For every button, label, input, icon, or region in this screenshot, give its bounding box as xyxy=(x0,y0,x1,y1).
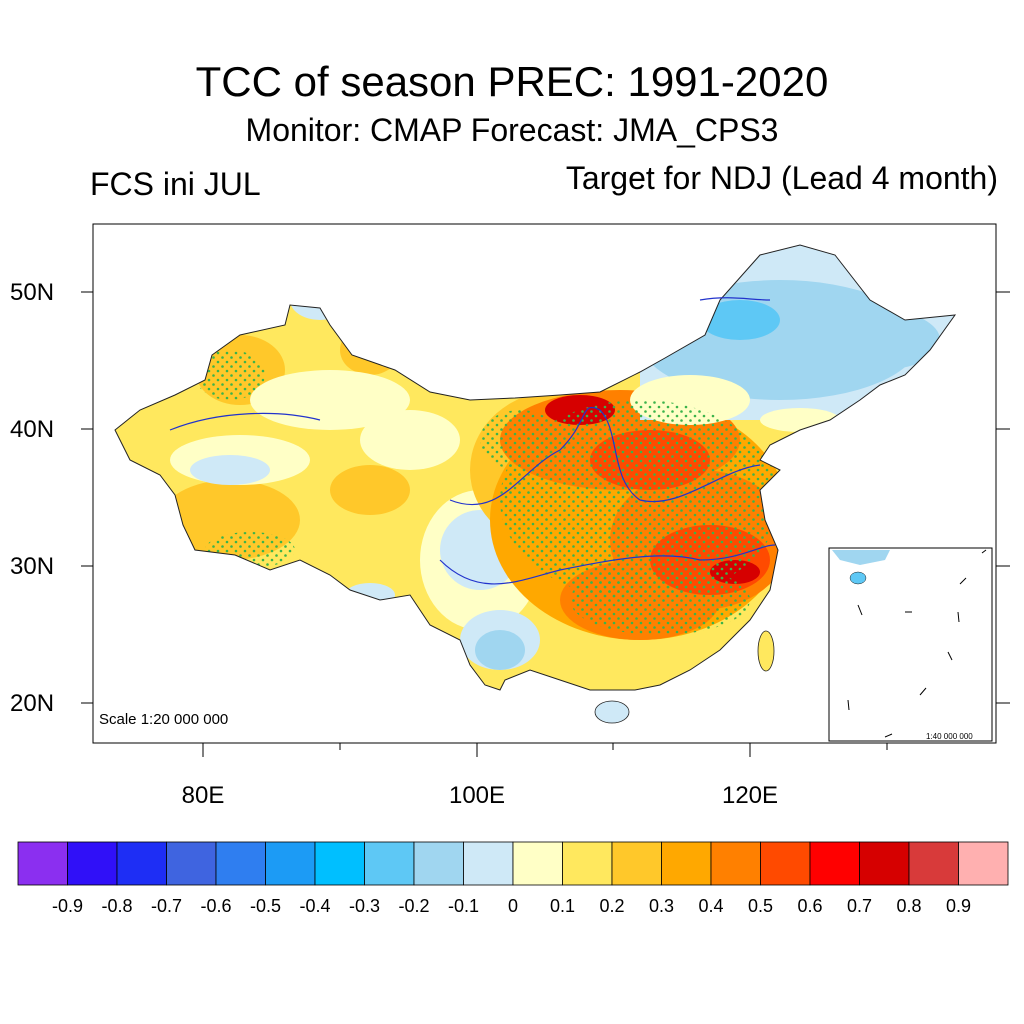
target-label: Target for NDJ (Lead 4 month) xyxy=(565,160,998,196)
colorbar-label: 0.7 xyxy=(846,896,873,916)
taiwan-island xyxy=(757,630,775,672)
colorbar-label: -0.5 xyxy=(249,896,282,916)
colorbar-label: 0.9 xyxy=(945,896,972,916)
colorbar-label: 0 xyxy=(507,896,518,916)
colorbar-swatch xyxy=(512,841,563,886)
colorbar-swatch xyxy=(17,841,68,886)
colorbar-swatch xyxy=(314,841,365,886)
colorbar-label: -0.6 xyxy=(200,896,232,916)
colorbar xyxy=(17,841,1009,886)
colorbar-swatch xyxy=(463,841,514,886)
lat-label: 40N xyxy=(10,416,55,443)
colorbar-swatch xyxy=(661,841,712,886)
colorbar-swatch xyxy=(215,841,266,886)
colorbar-label: 0.5 xyxy=(747,896,774,916)
colorbar-label: -0.3 xyxy=(348,896,381,916)
map-subtitle: Monitor: CMAP Forecast: JMA_CPS3 xyxy=(245,112,779,148)
lat-label: 30N xyxy=(10,553,55,580)
colorbar-swatch xyxy=(116,841,167,886)
lon-label: 80E xyxy=(181,782,225,809)
map-title: TCC of season PREC: 1991-2020 xyxy=(195,58,829,105)
colorbar-label: -0.1 xyxy=(447,896,480,916)
colorbar-label: 0.3 xyxy=(648,896,675,916)
colorbar-swatch xyxy=(364,841,415,886)
lon-label: 100E xyxy=(448,782,506,809)
colorbar-swatch xyxy=(67,841,118,886)
colorbar-swatch xyxy=(265,841,316,886)
scale-main: Scale 1:20 000 000 xyxy=(99,711,229,728)
init-label: FCS ini JUL xyxy=(90,166,261,202)
colorbar-swatch xyxy=(611,841,662,886)
colorbar-label: -0.4 xyxy=(299,896,331,916)
colorbar-swatch xyxy=(710,841,761,886)
colorbar-swatch xyxy=(760,841,811,886)
rivers xyxy=(169,297,776,585)
lon-label: 120E xyxy=(721,782,779,809)
colorbar-swatch xyxy=(562,841,613,886)
colorbar-swatch xyxy=(413,841,464,886)
colorbar-swatch xyxy=(908,841,959,886)
colorbar-label: 0.4 xyxy=(698,896,724,916)
colorbar-swatch xyxy=(958,841,1009,886)
scale-inset: 1:40 000 000 xyxy=(926,732,973,741)
colorbar-label: -0.2 xyxy=(398,896,430,916)
lat-label: 20N xyxy=(10,690,55,717)
colorbar-label: -0.8 xyxy=(101,896,133,916)
colorbar-label: -0.9 xyxy=(51,896,84,916)
colorbar-swatch xyxy=(166,841,217,886)
hainan-island xyxy=(594,700,630,724)
colorbar-label: -0.7 xyxy=(150,896,183,916)
south-china-sea-inset xyxy=(828,547,993,742)
axis-ticks xyxy=(81,291,1010,757)
china-border xyxy=(114,244,957,691)
colorbar-swatch xyxy=(809,841,860,886)
lat-label: 50N xyxy=(10,279,55,306)
colorbar-swatch xyxy=(859,841,910,886)
colorbar-label: 0.8 xyxy=(896,896,922,916)
colorbar-label: 0.1 xyxy=(549,896,576,916)
colorbar-label: 0.6 xyxy=(797,896,823,916)
colorbar-label: 0.2 xyxy=(599,896,625,916)
